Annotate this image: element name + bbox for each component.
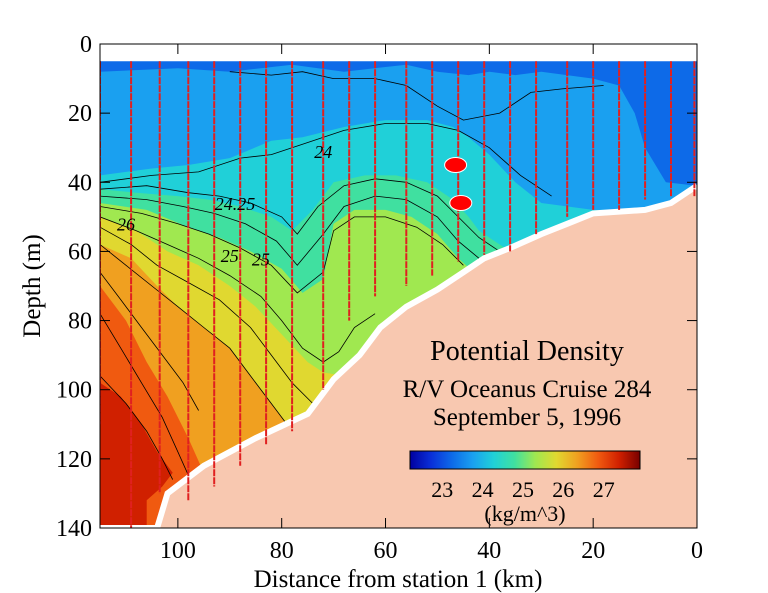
contour-label-4: 25: [252, 249, 270, 269]
colorbar: 23 24 25 26 27 (kg/m^3): [409, 450, 641, 526]
contour-line-9: [100, 375, 174, 480]
chart-subtitle-cruise: R/V Oceanus Cruise 284: [403, 376, 652, 403]
y-tick-label-3: 60: [68, 239, 92, 265]
y-tick-label-2: 40: [68, 170, 92, 196]
contour-line-6: [100, 244, 288, 425]
contour-line-4: [100, 216, 376, 363]
contour-label-1: 24.25: [215, 194, 256, 214]
x-tick-label-1: 80: [270, 538, 294, 564]
x-tick-label-3: 40: [477, 538, 501, 564]
colorbar-tick-1: 24: [472, 477, 494, 502]
x-tick-label-0: 100: [160, 538, 196, 564]
y-tick-label-7: 140: [56, 516, 92, 542]
chart-subtitle-date: September 5, 1996: [433, 404, 621, 431]
contour-line-5: [100, 226, 314, 404]
colorbar-tick-0: 23: [431, 477, 453, 502]
sample-markers: [444, 157, 473, 211]
contour-labels: 24 24.25 26 25 25: [117, 142, 332, 269]
colorbar-tick-2: 25: [512, 477, 534, 502]
x-axis-title: Distance from station 1 (km): [254, 566, 543, 593]
colorbar-unit: (kg/m^3): [484, 501, 565, 526]
station-profiles: [100, 61, 696, 528]
seafloor-edge: [100, 183, 697, 528]
contour-line-8: [100, 313, 194, 487]
sample-marker-1: [449, 195, 473, 211]
contour-line-3: [100, 206, 464, 294]
contour-line-7: [100, 271, 199, 411]
colorbar-ticks: 23 24 25 26 27: [431, 477, 614, 502]
x-tick-label-5: 0: [691, 538, 703, 564]
sample-marker-0: [444, 157, 468, 173]
colorbar-tick-4: 27: [593, 477, 615, 502]
contour-line-1: [100, 178, 500, 252]
contour-label-2: 26: [117, 215, 135, 235]
density-contour-lines: [100, 71, 604, 487]
chart-title: Potential Density: [430, 336, 624, 367]
density-zone-8: [100, 382, 173, 528]
contour-label-3: 25: [221, 246, 239, 266]
contour-line-0: [100, 123, 552, 197]
axes: 100 80 60 40 20 0 0 20 40 60 80 100 120 140: [56, 32, 703, 564]
y-tick-label-6: 120: [56, 447, 92, 473]
y-tick-label-5: 100: [56, 378, 92, 404]
y-tick-label-0: 0: [80, 32, 92, 58]
colorbar-tick-3: 26: [552, 477, 574, 502]
seafloor-area: [100, 183, 697, 528]
x-tick-label-2: 60: [374, 538, 398, 564]
plot-frame: [99, 43, 698, 529]
x-tick-label-4: 20: [581, 538, 605, 564]
colorbar-gradient: [409, 450, 641, 470]
y-tick-label-1: 20: [68, 101, 92, 127]
y-axis-title: Depth (m): [19, 234, 46, 337]
contour-label-0: 24: [314, 142, 332, 162]
y-tick-label-4: 80: [68, 309, 92, 335]
